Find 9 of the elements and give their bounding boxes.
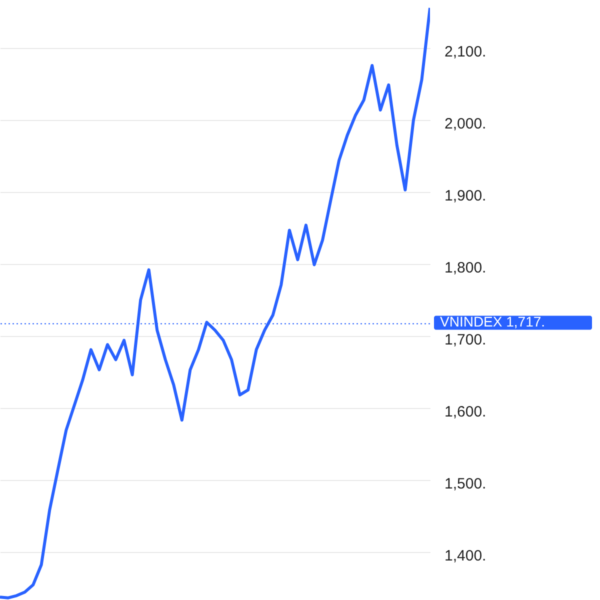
y-tick-label: 1,500. [444,475,486,492]
y-tick-label: 1,700. [444,331,486,348]
y-tick-label: 1,900. [444,188,486,205]
y-tick-label: 1,600. [444,403,486,420]
y-tick-label: 2,100. [444,44,486,61]
y-tick-label: 2,000. [444,116,486,133]
ref-line-label: VNINDEX 1,717. [440,314,546,330]
y-tick-label: 1,400. [444,547,486,564]
y-tick-label: 1,800. [444,260,486,277]
